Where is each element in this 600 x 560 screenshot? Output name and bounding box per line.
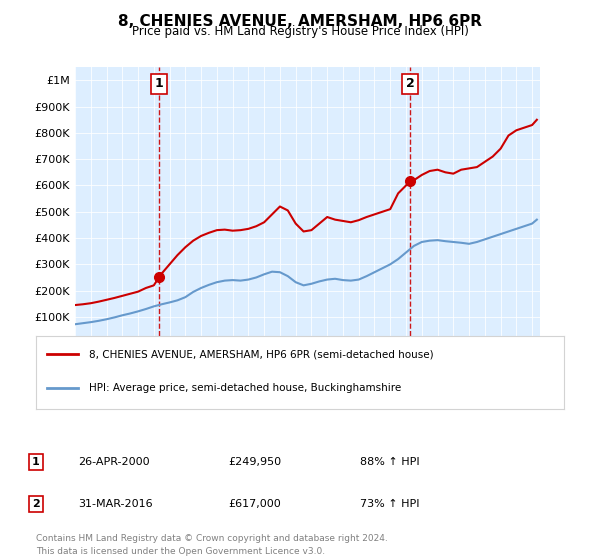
Text: Price paid vs. HM Land Registry's House Price Index (HPI): Price paid vs. HM Land Registry's House …: [131, 25, 469, 38]
Text: 1: 1: [32, 457, 40, 467]
Text: 2: 2: [406, 77, 415, 90]
Text: 8, CHENIES AVENUE, AMERSHAM, HP6 6PR (semi-detached house): 8, CHENIES AVENUE, AMERSHAM, HP6 6PR (se…: [89, 349, 433, 359]
Text: 1: 1: [154, 77, 163, 90]
Text: 31-MAR-2016: 31-MAR-2016: [78, 499, 152, 509]
Text: HPI: Average price, semi-detached house, Buckinghamshire: HPI: Average price, semi-detached house,…: [89, 384, 401, 394]
Text: 8, CHENIES AVENUE, AMERSHAM, HP6 6PR: 8, CHENIES AVENUE, AMERSHAM, HP6 6PR: [118, 14, 482, 29]
Text: 2: 2: [32, 499, 40, 509]
Text: £249,950: £249,950: [228, 457, 281, 467]
Text: £617,000: £617,000: [228, 499, 281, 509]
Text: 88% ↑ HPI: 88% ↑ HPI: [360, 457, 419, 467]
Text: 73% ↑ HPI: 73% ↑ HPI: [360, 499, 419, 509]
Text: Contains HM Land Registry data © Crown copyright and database right 2024.: Contains HM Land Registry data © Crown c…: [36, 534, 388, 543]
Text: This data is licensed under the Open Government Licence v3.0.: This data is licensed under the Open Gov…: [36, 547, 325, 556]
Text: 26-APR-2000: 26-APR-2000: [78, 457, 149, 467]
